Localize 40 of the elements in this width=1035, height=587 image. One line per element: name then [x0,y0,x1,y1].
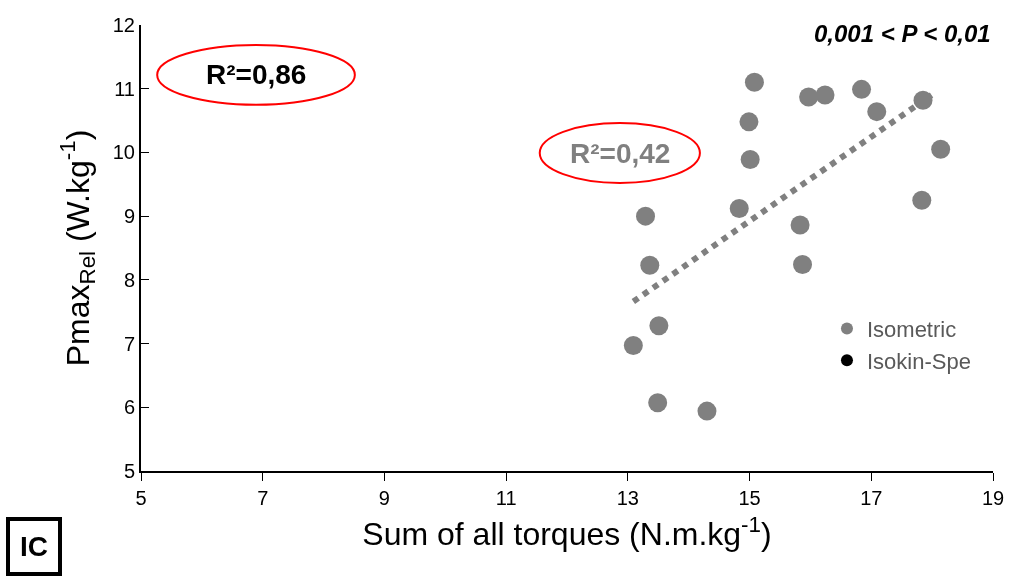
y-tick-label: 6 [123,396,135,419]
point [790,215,810,235]
point [815,85,835,105]
y-tick-label: 9 [123,205,135,228]
point [697,401,717,421]
annotation: R²=0,42 [570,138,671,169]
x-tick-label: 19 [981,487,1005,509]
point [649,316,669,336]
annotation: R²=0,86 [206,59,307,90]
point [648,393,668,413]
legend-label: Isometric [866,317,957,343]
x-tick-label: 15 [738,487,761,509]
point [912,190,932,210]
point [799,87,819,107]
y-tick-label: 8 [123,268,135,291]
point [740,149,760,169]
point [931,139,951,159]
x-axis-title: Sum of all torques (N.m.kg$^{-1}$) [362,511,772,553]
y-tick-label: 12 [112,14,135,36]
point [867,102,887,122]
point [744,72,764,92]
x-tick-label: 7 [257,487,269,509]
y-tick-label: 11 [114,77,135,100]
y-tick-label: 5 [123,460,135,482]
x-tick-label: 9 [378,487,390,509]
point [640,255,660,275]
y-tick-label: 10 [112,141,135,164]
point [729,199,749,218]
x-tick-label: 17 [860,487,883,509]
point [636,206,656,226]
x-tick-label: 11 [495,487,517,509]
point [739,112,759,132]
point [852,79,872,99]
point [623,335,643,355]
annotation: 0,001 < P < 0,01 [814,20,991,47]
point [793,255,813,275]
y-tick-label: 7 [123,332,135,355]
x-tick-label: 13 [616,487,639,509]
text: IC [20,531,48,562]
legend-label: Isokin-Spe [866,348,971,374]
